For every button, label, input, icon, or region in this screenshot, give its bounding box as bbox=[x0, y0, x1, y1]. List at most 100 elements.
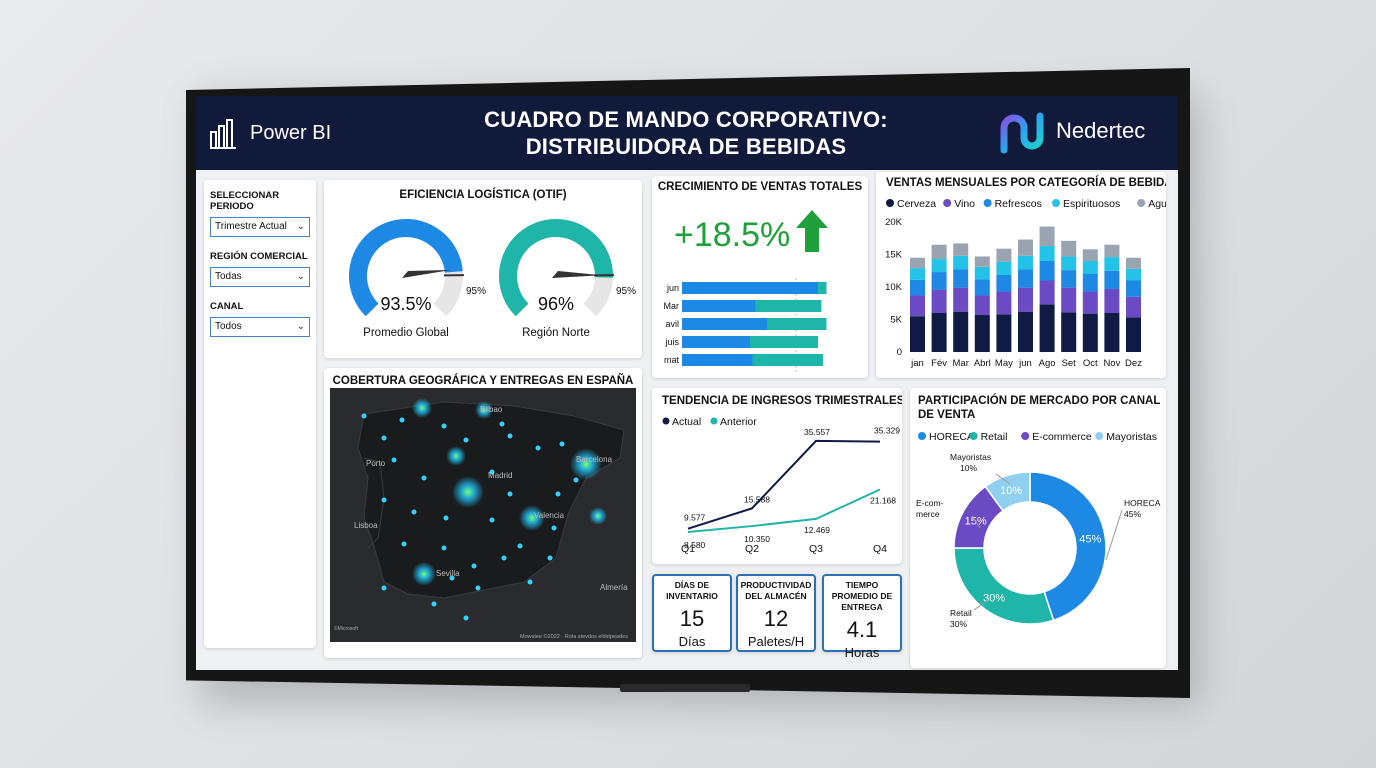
x-tick-label: Mar bbox=[953, 358, 969, 369]
stacked-bar-segment bbox=[1018, 255, 1033, 270]
gauge-value: 93.5% bbox=[380, 294, 431, 314]
stacked-bar-segment bbox=[1104, 288, 1120, 313]
y-tick-label: 15K bbox=[885, 250, 903, 261]
gauge-caption: Región Norte bbox=[522, 327, 590, 339]
trend-x-label: Q2 bbox=[745, 543, 759, 555]
legend-swatch bbox=[943, 199, 952, 207]
stacked-bar-segment bbox=[1082, 249, 1098, 261]
stacked-bar-segment bbox=[1018, 239, 1033, 256]
stacked-bar-segment bbox=[996, 261, 1012, 275]
delivery-point bbox=[399, 417, 405, 423]
x-tick-label: Abrl bbox=[974, 358, 991, 369]
delivery-point bbox=[551, 525, 557, 531]
gauge-fill bbox=[499, 219, 613, 317]
stacked-bar-segment bbox=[1039, 304, 1055, 352]
market-share-card: PARTICIPACIÓN DE MERCADO POR CANAL DE VE… bbox=[910, 388, 1166, 668]
filters-panel: SELECCIONAR PERIODO Trimestre Actual ⌄ R… bbox=[204, 180, 316, 648]
delivery-point bbox=[441, 423, 447, 429]
x-tick-label: jan bbox=[910, 358, 924, 369]
channel-filter-value: Todos bbox=[215, 321, 242, 332]
gauge-target-label: 95% bbox=[466, 286, 486, 297]
growth-title: CRECIMIENTO DE VENTAS TOTALES bbox=[658, 181, 863, 193]
gauge-target-label: 95% bbox=[616, 286, 636, 297]
arrow-up-icon bbox=[796, 210, 828, 252]
map-corner-credit: ©Microsoft bbox=[334, 625, 359, 632]
stacked-bar-segment bbox=[931, 259, 947, 273]
title-line-1: CUADRO DE MANDO CORPORATIVO: bbox=[484, 107, 888, 132]
delivery-point bbox=[559, 441, 565, 447]
y-tick-label: 0 bbox=[897, 347, 902, 358]
trend-line-anterior bbox=[687, 488, 881, 534]
growth-category-label: mat bbox=[664, 355, 680, 365]
growth-category-label: juis bbox=[664, 337, 679, 347]
trend-chart: TENDENCIA DE INGRESOS TRIMESTRALES Actua… bbox=[662, 395, 905, 555]
region-filter-select[interactable]: Todas ⌄ bbox=[210, 267, 310, 287]
stacked-bar-segment bbox=[953, 311, 969, 352]
delivery-point bbox=[507, 433, 513, 439]
delivery-point bbox=[489, 469, 495, 475]
stacked-bar-segment bbox=[974, 314, 990, 352]
brand-name: Nedertec bbox=[1056, 118, 1146, 143]
map-city-label: Almería bbox=[600, 583, 628, 592]
delivery-point bbox=[547, 555, 553, 561]
stacked-bar-segment bbox=[1104, 257, 1120, 271]
growth-bar-primary bbox=[682, 318, 767, 330]
stacked-bar-segment bbox=[1061, 256, 1077, 271]
kpi-inventory-days: DÍAS DE INVENTARIO 15 Días bbox=[652, 574, 732, 652]
map-city-label: Lisboa bbox=[354, 521, 378, 530]
donut-slice-label: 10% bbox=[1000, 485, 1022, 497]
otif-chart: EFICIENCIA LOGÍSTICA (OTIF) 93.5% 95% Prom… bbox=[349, 188, 636, 339]
power-bi-label: Power BI bbox=[250, 122, 332, 144]
map-city-label: Madrid bbox=[488, 471, 512, 480]
legend-label: Anterior bbox=[720, 416, 757, 428]
delivery-point bbox=[573, 477, 579, 483]
dashboard-screen: Power BI CUADRO DE MANDO CORPORATIVO: DI… bbox=[196, 96, 1178, 670]
market-share-chart: PARTICIPACIÓN DE MERCADO POR CANAL DE VE… bbox=[916, 394, 1161, 629]
legend-label: HORECA bbox=[929, 431, 974, 443]
stacked-bar-segment bbox=[931, 244, 947, 260]
delivery-hotspot bbox=[475, 401, 493, 419]
stacked-bar-segment bbox=[1104, 270, 1120, 289]
x-tick-label: May bbox=[995, 358, 1013, 369]
donut-outer-label: E-com- bbox=[916, 498, 944, 508]
map-card: COBERTURA GEOGRÁFICA Y ENTREGAS EN ESPAÑ… bbox=[324, 368, 642, 658]
legend-label: Refrescos bbox=[995, 198, 1042, 210]
stacked-bar-segment bbox=[910, 279, 925, 296]
stacked-bar-segment bbox=[1082, 313, 1098, 352]
delivery-point bbox=[421, 475, 427, 481]
map-city-label: Porto bbox=[366, 459, 386, 468]
stacked-bar-segment bbox=[910, 295, 925, 317]
trend-line-actual bbox=[687, 439, 881, 530]
map-city-label: Valencia bbox=[534, 511, 565, 520]
trend-x-label: Q3 bbox=[809, 543, 823, 555]
trend-x-label: Q1 bbox=[681, 543, 695, 555]
legend-swatch bbox=[662, 417, 670, 425]
legend-swatch bbox=[1052, 199, 1060, 207]
y-tick-label: 10K bbox=[885, 282, 903, 293]
gauge-caption: Promedio Global bbox=[363, 327, 449, 339]
legend-label: Cerveza bbox=[897, 198, 936, 210]
growth-card: CRECIMIENTO DE VENTAS TOTALES +18.5% jun… bbox=[652, 176, 868, 378]
growth-category-label: jun bbox=[666, 283, 679, 293]
kpi-unit: Horas bbox=[844, 645, 880, 660]
stacked-bar-segment bbox=[1104, 244, 1120, 258]
stacked-bar-segment bbox=[931, 313, 947, 352]
kpi-warehouse-productivity: PRODUCTIVIDAD DEL ALMACÉN 12 Paletes/H bbox=[736, 574, 816, 652]
stacked-bar-segment bbox=[974, 266, 990, 280]
stacked-bar-segment bbox=[996, 274, 1012, 292]
map-title: COBERTURA GEOGRÁFICA Y ENTREGAS EN ESPAÑ… bbox=[333, 374, 634, 387]
channel-filter-select[interactable]: Todos ⌄ bbox=[210, 317, 310, 337]
delivery-hotspot bbox=[452, 476, 484, 508]
map-footer: Mowstee ©2022 · Rota stevdos eldstpeades bbox=[520, 633, 628, 640]
donut-outer-label: merce bbox=[916, 509, 940, 519]
delivery-point bbox=[463, 437, 469, 443]
growth-bar-primary bbox=[682, 336, 750, 348]
period-filter-select[interactable]: Trimestre Actual ⌄ bbox=[210, 217, 310, 237]
x-tick-label: Ago bbox=[1039, 358, 1056, 369]
share-title-line-2: DE VENTA bbox=[918, 409, 975, 421]
donut-slice-mayoristas bbox=[984, 471, 1031, 512]
donut-outer-label: Retail bbox=[950, 608, 972, 618]
report-header: Power BI CUADRO DE MANDO CORPORATIVO: DI… bbox=[196, 96, 1178, 170]
delivery-hotspot bbox=[519, 505, 545, 531]
legend-swatch bbox=[1021, 432, 1030, 440]
